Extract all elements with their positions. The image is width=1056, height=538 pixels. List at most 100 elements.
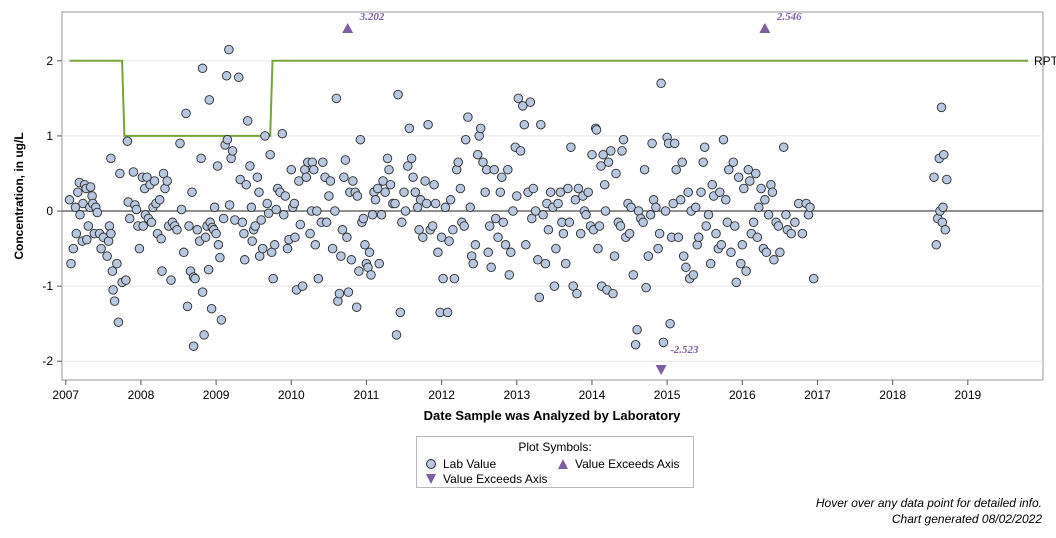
data-point[interactable] <box>460 134 471 145</box>
data-point[interactable] <box>66 258 76 269</box>
data-point[interactable] <box>182 301 193 312</box>
data-point[interactable] <box>444 236 454 246</box>
data-point[interactable] <box>498 217 509 228</box>
data-point[interactable] <box>453 157 463 167</box>
data-point[interactable] <box>184 221 194 231</box>
data-point[interactable] <box>404 123 415 134</box>
data-point[interactable] <box>575 228 586 239</box>
data-point[interactable] <box>475 123 486 134</box>
data-point[interactable] <box>121 275 131 285</box>
data-point[interactable] <box>470 240 481 250</box>
data-point[interactable] <box>82 234 92 245</box>
data-point[interactable] <box>707 179 717 190</box>
data-point[interactable] <box>199 330 209 340</box>
data-point[interactable] <box>463 112 473 122</box>
data-point[interactable] <box>331 93 342 104</box>
data-point[interactable] <box>703 210 714 220</box>
data-point[interactable] <box>376 210 387 220</box>
data-point[interactable] <box>366 270 376 280</box>
data-point[interactable] <box>690 202 701 213</box>
data-point[interactable] <box>429 179 439 190</box>
data-point[interactable] <box>745 176 755 186</box>
data-point[interactable] <box>348 176 358 186</box>
data-point[interactable] <box>543 225 554 235</box>
data-point[interactable] <box>448 225 458 235</box>
data-point[interactable] <box>395 307 406 318</box>
data-point[interactable] <box>154 195 165 205</box>
data-point[interactable] <box>628 270 639 280</box>
data-point[interactable] <box>128 167 139 177</box>
data-point[interactable] <box>312 206 322 216</box>
data-point[interactable] <box>192 225 203 235</box>
data-point[interactable] <box>675 195 686 205</box>
data-point[interactable] <box>279 210 289 220</box>
data-point[interactable] <box>459 221 469 231</box>
data-point[interactable] <box>321 217 332 228</box>
data-point[interactable] <box>683 187 693 197</box>
data-point[interactable] <box>104 221 115 231</box>
data-point[interactable] <box>190 273 200 284</box>
data-point[interactable] <box>313 273 324 284</box>
data-point[interactable] <box>64 195 75 205</box>
data-point[interactable] <box>149 176 160 186</box>
exceeds-up-marker[interactable] <box>759 23 771 33</box>
data-point[interactable] <box>162 176 172 186</box>
data-point[interactable] <box>390 198 400 209</box>
data-point[interactable] <box>224 200 235 210</box>
data-point[interactable] <box>421 198 432 209</box>
data-point[interactable] <box>653 243 663 254</box>
data-point[interactable] <box>658 337 669 348</box>
data-point[interactable] <box>733 172 744 182</box>
data-point[interactable] <box>221 71 232 81</box>
data-point[interactable] <box>805 202 815 213</box>
data-point[interactable] <box>728 157 739 167</box>
data-point[interactable] <box>698 157 708 167</box>
data-point[interactable] <box>166 275 176 285</box>
data-point[interactable] <box>572 288 582 299</box>
data-point[interactable] <box>668 198 678 209</box>
data-point[interactable] <box>442 307 453 318</box>
data-point[interactable] <box>92 207 103 218</box>
data-point[interactable] <box>427 221 438 231</box>
data-point[interactable] <box>200 232 211 243</box>
data-point[interactable] <box>241 179 251 190</box>
data-point[interactable] <box>484 221 495 231</box>
data-point[interactable] <box>939 149 949 160</box>
data-point[interactable] <box>545 187 556 197</box>
data-point[interactable] <box>671 164 681 175</box>
lab-value-points[interactable] <box>64 44 952 351</box>
data-point[interactable] <box>665 318 675 329</box>
data-point[interactable] <box>641 282 651 293</box>
data-point[interactable] <box>282 243 293 254</box>
data-point[interactable] <box>294 176 304 186</box>
data-point[interactable] <box>573 183 584 194</box>
data-point[interactable] <box>246 202 257 213</box>
data-point[interactable] <box>508 206 518 216</box>
data-point[interactable] <box>715 187 725 197</box>
data-point[interactable] <box>301 172 312 182</box>
data-point[interactable] <box>342 232 352 243</box>
data-point[interactable] <box>83 221 94 231</box>
data-point[interactable] <box>521 240 531 250</box>
data-point[interactable] <box>250 221 260 231</box>
data-point[interactable] <box>669 138 680 149</box>
data-point[interactable] <box>440 202 451 213</box>
data-point[interactable] <box>468 258 478 269</box>
data-point[interactable] <box>656 78 666 89</box>
data-point[interactable] <box>563 183 573 194</box>
data-point[interactable] <box>581 210 591 220</box>
data-point[interactable] <box>705 258 716 269</box>
data-point[interactable] <box>639 164 650 175</box>
data-point[interactable] <box>358 213 369 224</box>
data-point[interactable] <box>615 221 626 231</box>
data-point[interactable] <box>528 183 539 194</box>
data-point[interactable] <box>70 202 81 213</box>
data-point[interactable] <box>721 195 731 205</box>
data-point[interactable] <box>490 213 501 224</box>
data-point[interactable] <box>504 270 515 280</box>
data-point[interactable] <box>534 292 545 303</box>
data-point[interactable] <box>122 136 133 146</box>
data-point[interactable] <box>599 179 610 190</box>
data-point[interactable] <box>233 72 244 83</box>
data-point[interactable] <box>693 232 704 243</box>
